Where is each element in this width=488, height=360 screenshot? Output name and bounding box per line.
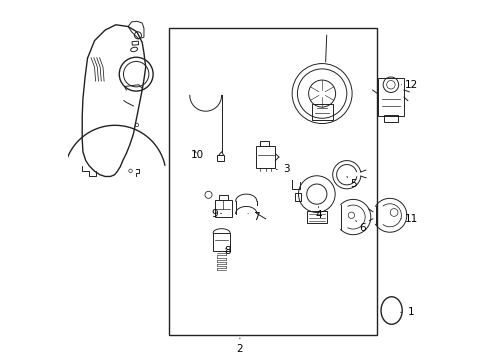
Text: 1: 1 xyxy=(400,307,413,317)
Text: 2: 2 xyxy=(236,338,243,354)
Text: 5: 5 xyxy=(346,176,356,189)
Text: 12: 12 xyxy=(401,80,417,90)
Bar xyxy=(132,41,139,45)
Text: 8: 8 xyxy=(224,246,231,256)
Text: 3: 3 xyxy=(276,165,289,174)
Bar xyxy=(255,147,275,168)
Bar xyxy=(294,193,301,201)
Text: 11: 11 xyxy=(401,214,417,224)
Bar xyxy=(217,155,223,161)
Bar xyxy=(219,195,227,201)
Bar xyxy=(168,28,376,335)
Bar xyxy=(306,211,326,223)
Text: 6: 6 xyxy=(355,221,365,233)
Bar xyxy=(260,141,269,147)
Bar xyxy=(383,116,397,122)
Bar xyxy=(311,104,332,120)
Text: 7: 7 xyxy=(247,212,260,222)
Text: 4: 4 xyxy=(315,207,321,220)
Bar xyxy=(377,78,403,117)
Bar xyxy=(213,233,229,251)
Bar xyxy=(214,201,232,217)
Text: 9: 9 xyxy=(211,208,221,219)
Text: 10: 10 xyxy=(191,150,203,160)
